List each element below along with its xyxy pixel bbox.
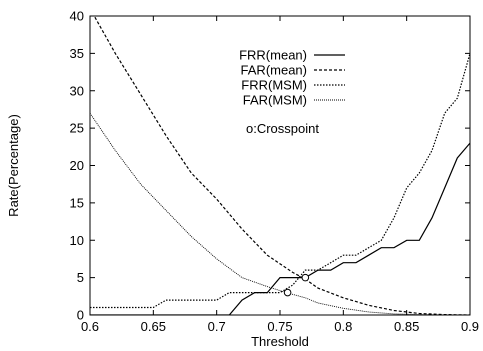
x-tick-label: 0.6: [81, 319, 99, 334]
y-tick-label: 25: [70, 121, 84, 136]
y-tick-label: 20: [70, 158, 84, 173]
x-axis-label: Threshold: [251, 334, 309, 349]
y-tick-label: 5: [77, 270, 84, 285]
y-tick-label: 0: [77, 308, 84, 323]
y-axis-label: Rate(Percentage): [6, 114, 21, 217]
axes: 0.6 0.65 0.7 0.75 0.8 0.85 0.9 0 5 10 15 20 25 30 35 40…: [6, 9, 479, 350]
crosspoint-marks: [283, 273, 310, 297]
y-tick-label: 15: [70, 195, 84, 210]
legend-label: FRR(mean): [239, 48, 307, 63]
legend-label: FAR(mean): [241, 63, 307, 78]
x-tick-label: 0.7: [208, 319, 226, 334]
legend: FRR(mean)FAR(mean)FRR(MSM)FAR(MSM) o:Cros…: [239, 48, 345, 136]
y-tick-label: 35: [70, 46, 84, 61]
series-line-frr-mean: [90, 142, 470, 315]
x-tick-label: 0.8: [334, 319, 352, 334]
y-tick-label: 10: [70, 233, 84, 248]
series-line-frr-msm: [90, 53, 470, 309]
crosspoint-annotation: o:Crosspoint: [246, 121, 319, 136]
x-tick-label: 0.75: [267, 319, 292, 334]
crosspoint-marker: [301, 273, 310, 282]
y-tick-label: 30: [70, 83, 84, 98]
x-tick-label: 0.65: [141, 319, 166, 334]
y-tick-label: 40: [70, 9, 84, 24]
series-line-far-msm: [90, 112, 470, 315]
legend-label: FRR(MSM): [241, 78, 307, 93]
series-line-far-mean: [93, 16, 470, 315]
x-tick-label: 0.85: [394, 319, 419, 334]
x-tick-label: 0.9: [461, 319, 479, 334]
crosspoint-marker: [283, 288, 292, 297]
legend-label: FAR(MSM): [243, 93, 307, 108]
